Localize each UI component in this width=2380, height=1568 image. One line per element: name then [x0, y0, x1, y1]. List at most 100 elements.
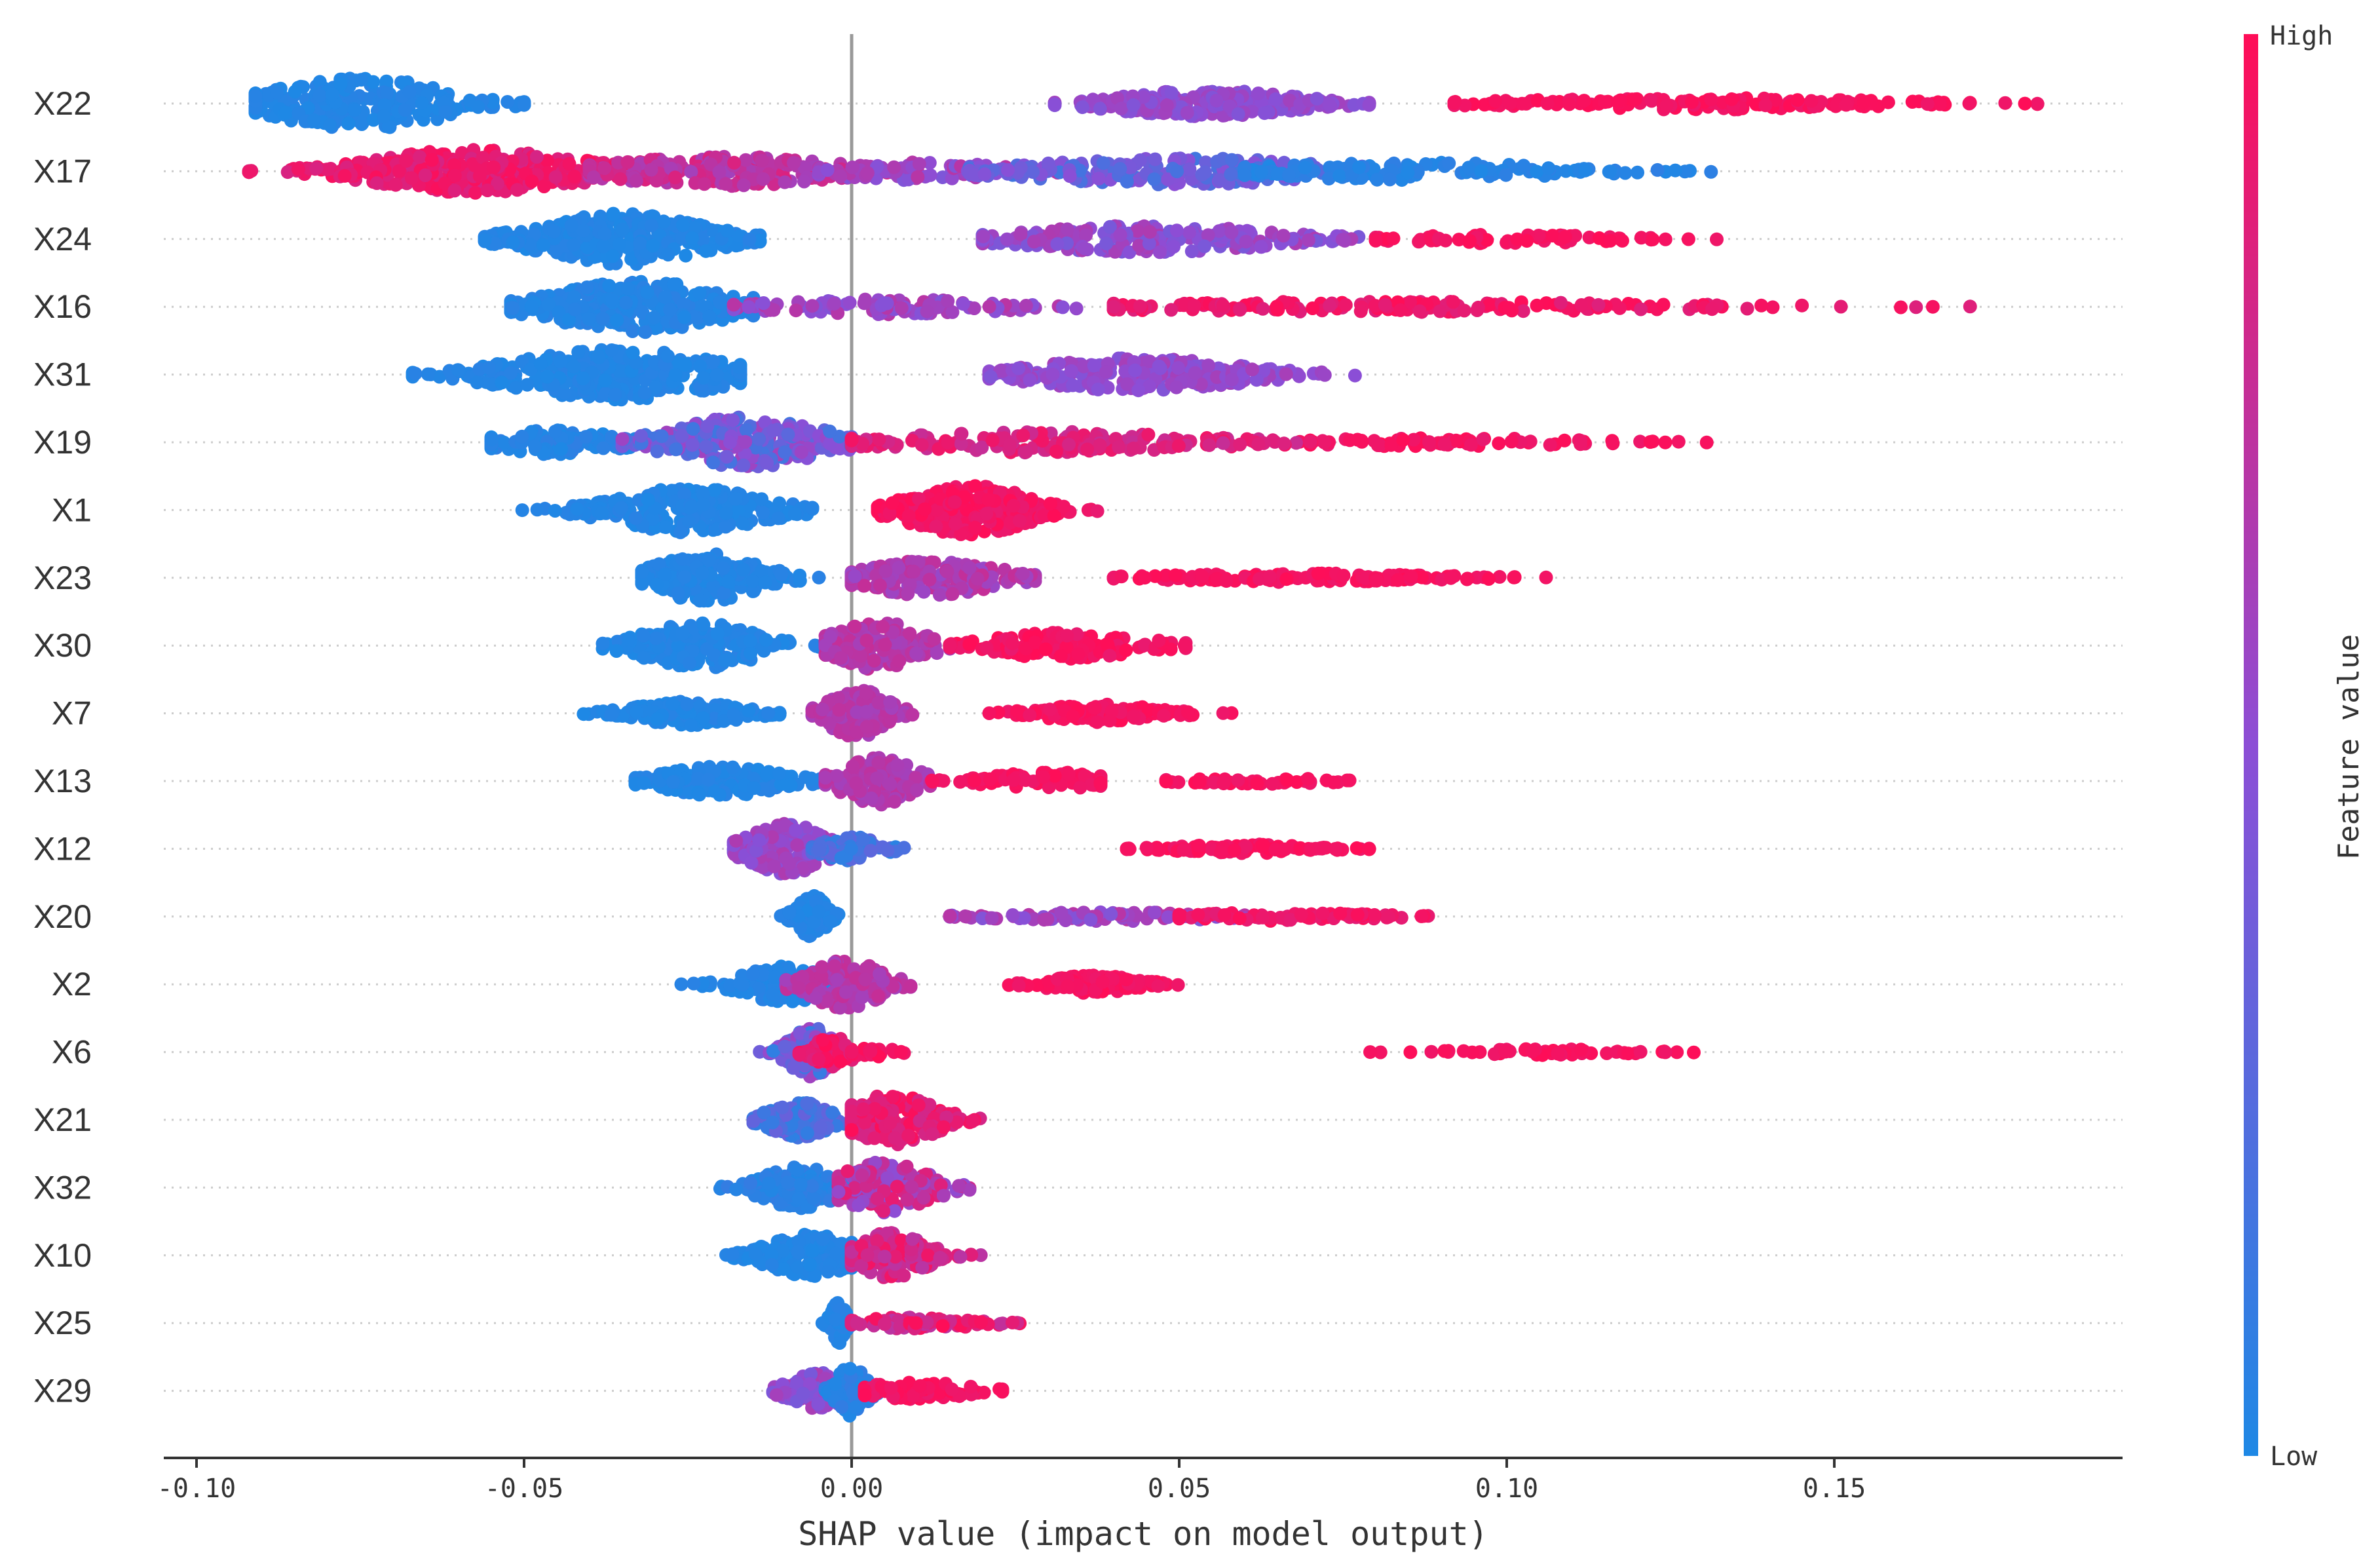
shap-point	[1881, 95, 1895, 109]
shap-point	[1383, 172, 1397, 187]
shap-point	[686, 422, 700, 436]
feature-row-x16	[504, 275, 1977, 339]
shap-point	[1643, 435, 1657, 449]
shap-point	[1256, 301, 1270, 316]
shap-point	[979, 507, 994, 521]
shap-point	[756, 172, 770, 186]
shap-point	[699, 244, 713, 258]
shap-point	[525, 299, 539, 314]
shap-point	[976, 229, 991, 244]
feature-row-x24	[478, 206, 1724, 271]
shap-point	[753, 233, 767, 248]
shap-point	[1476, 432, 1490, 447]
shap-point	[1216, 298, 1230, 313]
shap-point	[380, 86, 394, 100]
shap-point	[1167, 240, 1181, 254]
shap-point	[242, 165, 256, 180]
shap-point	[735, 516, 749, 531]
shap-point	[685, 499, 699, 514]
shap-point	[678, 358, 692, 372]
shap-point	[710, 368, 724, 382]
shap-point	[528, 439, 542, 453]
shap-point	[478, 233, 492, 248]
shap-point	[405, 171, 419, 185]
shap-point	[720, 449, 734, 464]
shap-point	[675, 231, 689, 246]
shap-point	[517, 98, 531, 112]
shap-point	[1520, 234, 1534, 248]
shap-point	[1013, 227, 1028, 242]
shap-point	[1113, 228, 1127, 242]
shap-point	[1504, 434, 1519, 449]
shap-point	[280, 165, 295, 180]
shap-point	[1699, 435, 1714, 449]
shap-point	[520, 377, 535, 392]
shap-point	[793, 573, 807, 588]
shap-point	[1369, 233, 1383, 248]
shap-point	[619, 296, 633, 310]
shap-point	[1370, 172, 1384, 187]
shap-point	[1658, 435, 1672, 449]
shap-point	[700, 419, 715, 433]
shap-point	[1224, 167, 1238, 182]
shap-point	[1000, 232, 1014, 246]
shap-point	[1128, 363, 1143, 377]
shap-point	[756, 505, 770, 520]
shap-point	[1362, 98, 1376, 112]
shap-point	[1126, 441, 1141, 455]
shap-point	[1348, 368, 1362, 383]
shap-point	[421, 367, 435, 381]
shap-point	[1704, 164, 1718, 179]
shap-point	[726, 413, 740, 427]
shap-point	[923, 168, 937, 182]
shap-point	[1164, 303, 1179, 317]
shap-point	[1909, 300, 1923, 315]
shap-point	[576, 223, 590, 238]
shap-point	[738, 153, 753, 167]
shap-point	[1012, 514, 1027, 528]
shap-point	[570, 502, 584, 516]
shap-point	[1562, 97, 1576, 111]
shap-point	[915, 438, 929, 452]
shap-point	[536, 238, 550, 252]
feature-row-x22	[248, 71, 2045, 134]
shap-point	[719, 506, 733, 520]
shap-point	[392, 164, 406, 178]
shap-point	[1171, 439, 1186, 453]
shap-point	[1130, 223, 1144, 238]
shap-point	[706, 354, 721, 368]
shap-point	[1592, 231, 1606, 245]
shap-point	[787, 507, 802, 521]
shap-point	[596, 441, 611, 455]
shap-point	[1433, 304, 1447, 318]
shap-point	[1161, 172, 1175, 187]
shap-point	[661, 248, 675, 262]
shap-point	[771, 511, 785, 526]
shap-point	[985, 433, 1000, 448]
shap-point	[408, 366, 423, 381]
shap-point	[668, 368, 683, 382]
shap-point	[945, 586, 960, 601]
shap-point	[576, 372, 590, 385]
shap-point	[1462, 161, 1476, 175]
shap-point	[820, 163, 835, 177]
shap-point	[1065, 364, 1078, 378]
shap-point	[356, 116, 369, 130]
shap-point	[1558, 229, 1572, 244]
shap-point	[916, 584, 931, 599]
shap-point	[716, 561, 730, 575]
shap-point	[901, 586, 915, 601]
shap-point	[1106, 299, 1121, 314]
shap-point	[1499, 168, 1513, 182]
shap-point	[1099, 365, 1113, 379]
shap-point	[309, 161, 324, 176]
shap-point	[736, 178, 751, 193]
shap-point	[1439, 233, 1453, 248]
shap-point	[1352, 160, 1366, 174]
shap-point	[948, 495, 962, 509]
shap-point	[1141, 427, 1156, 442]
shap-point	[1492, 436, 1506, 451]
shap-point	[912, 157, 926, 171]
shap-point	[646, 239, 660, 253]
shap-point	[635, 565, 649, 579]
